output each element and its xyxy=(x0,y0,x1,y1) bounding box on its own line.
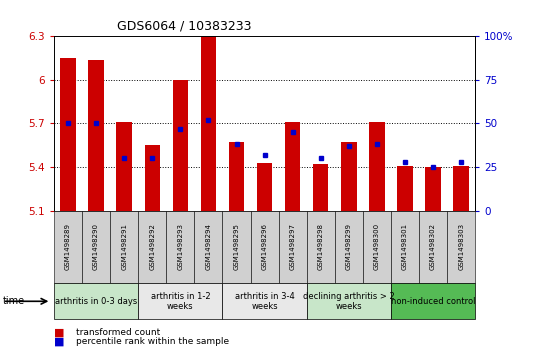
Text: GSM1498296: GSM1498296 xyxy=(261,223,268,270)
Text: GSM1498295: GSM1498295 xyxy=(233,223,240,270)
Bar xyxy=(426,167,441,211)
Text: GSM1498289: GSM1498289 xyxy=(65,223,71,270)
Bar xyxy=(201,36,216,211)
Text: arthritis in 0-3 days: arthritis in 0-3 days xyxy=(55,297,137,306)
Text: GSM1498291: GSM1498291 xyxy=(121,223,127,270)
Text: GSM1498301: GSM1498301 xyxy=(402,223,408,270)
Text: ■: ■ xyxy=(54,336,64,346)
Text: non-induced control: non-induced control xyxy=(391,297,475,306)
Text: declining arthritis > 2
weeks: declining arthritis > 2 weeks xyxy=(303,291,395,311)
Bar xyxy=(341,142,356,211)
Bar xyxy=(369,122,384,211)
Bar xyxy=(117,122,132,211)
Text: GSM1498293: GSM1498293 xyxy=(177,223,184,270)
Bar xyxy=(145,145,160,211)
Bar xyxy=(313,164,328,211)
Bar xyxy=(257,163,272,211)
Text: arthritis in 1-2
weeks: arthritis in 1-2 weeks xyxy=(151,291,210,311)
Bar xyxy=(60,58,76,211)
Text: time: time xyxy=(3,296,25,306)
Text: GSM1498298: GSM1498298 xyxy=(318,223,324,270)
Text: GSM1498302: GSM1498302 xyxy=(430,223,436,270)
Bar xyxy=(397,166,413,211)
Bar xyxy=(454,166,469,211)
Bar xyxy=(285,122,300,211)
Bar xyxy=(173,80,188,211)
Text: GDS6064 / 10383233: GDS6064 / 10383233 xyxy=(117,20,252,33)
Text: GSM1498300: GSM1498300 xyxy=(374,223,380,270)
Text: GSM1498290: GSM1498290 xyxy=(93,223,99,270)
Text: arthritis in 3-4
weeks: arthritis in 3-4 weeks xyxy=(235,291,294,311)
Text: ■: ■ xyxy=(54,327,64,337)
Text: GSM1498297: GSM1498297 xyxy=(289,223,296,270)
Text: GSM1498299: GSM1498299 xyxy=(346,223,352,270)
Bar xyxy=(89,60,104,211)
Text: GSM1498303: GSM1498303 xyxy=(458,223,464,270)
Text: percentile rank within the sample: percentile rank within the sample xyxy=(76,337,229,346)
Bar xyxy=(229,142,244,211)
Text: GSM1498292: GSM1498292 xyxy=(149,223,156,270)
Text: GSM1498294: GSM1498294 xyxy=(205,223,212,270)
Text: transformed count: transformed count xyxy=(76,328,160,337)
